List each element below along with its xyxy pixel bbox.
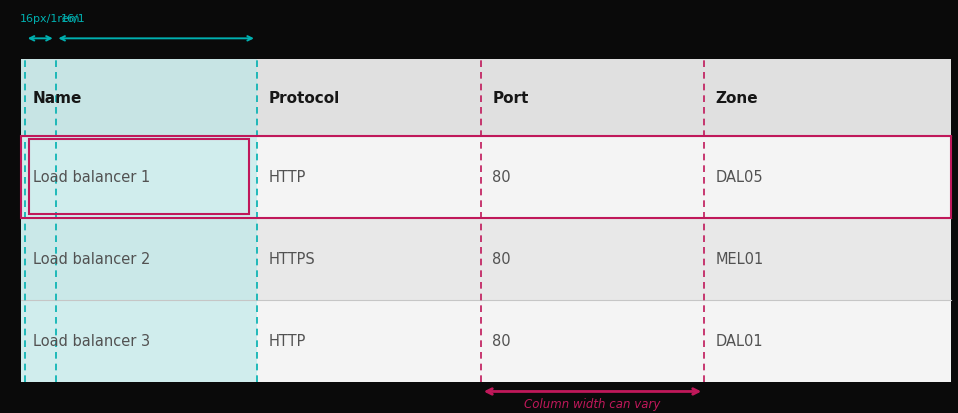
Text: Load balancer 3: Load balancer 3 (33, 333, 149, 349)
Bar (21, 218, 951, 300)
Text: Column width can vary: Column width can vary (524, 397, 661, 411)
Text: HTTP: HTTP (268, 333, 306, 349)
Text: MEL01: MEL01 (716, 252, 764, 266)
Text: Port: Port (492, 90, 529, 106)
Text: Load balancer 2: Load balancer 2 (33, 252, 150, 266)
Bar (21, 60, 951, 136)
Text: 16/1: 16/1 (60, 14, 85, 24)
Text: DAL01: DAL01 (716, 333, 764, 349)
Text: Load balancer 1: Load balancer 1 (33, 170, 149, 185)
Text: Name: Name (33, 90, 82, 106)
Text: HTTP: HTTP (268, 170, 306, 185)
Bar (21, 60, 257, 382)
Bar (21, 136, 951, 218)
Text: 80: 80 (492, 252, 511, 266)
Text: Protocol: Protocol (268, 90, 339, 106)
Bar (21, 300, 951, 382)
Text: 80: 80 (492, 333, 511, 349)
Text: DAL05: DAL05 (716, 170, 764, 185)
Bar (21, 136, 951, 218)
Text: HTTPS: HTTPS (268, 252, 315, 266)
Bar (29, 140, 249, 215)
Text: 80: 80 (492, 170, 511, 185)
Text: Zone: Zone (716, 90, 758, 106)
Text: 16px/1rem: 16px/1rem (20, 14, 80, 24)
